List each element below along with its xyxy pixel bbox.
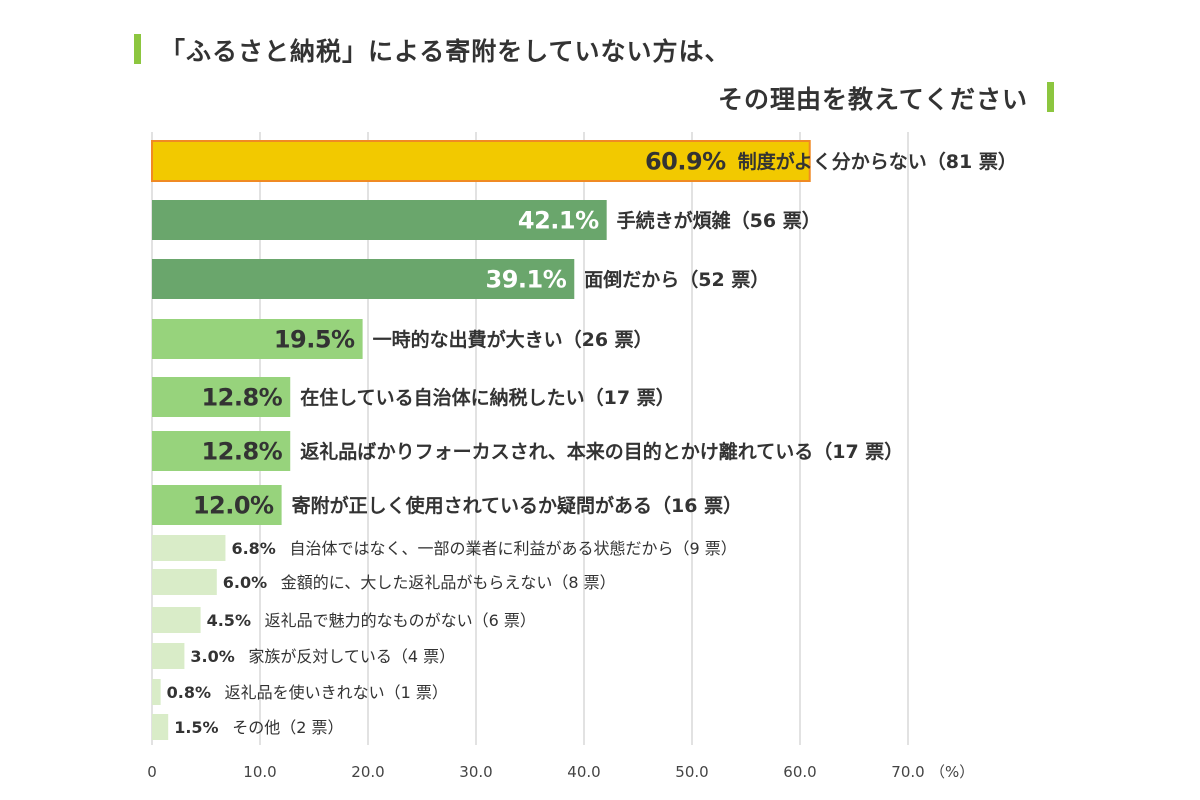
bar-value-label: 4.5% xyxy=(207,611,251,630)
bar-category-label: 返礼品ばかりフォーカスされ、本来の目的とかけ離れている（17 票） xyxy=(300,440,903,463)
bar xyxy=(152,607,201,633)
x-axis-unit: （%） xyxy=(930,763,974,781)
bar-value-label: 1.5% xyxy=(174,718,218,737)
bar-value-label: 12.0% xyxy=(193,492,274,520)
bar-value-label: 6.8% xyxy=(231,539,275,558)
bar-category-label: 一時的な出費が大きい（26 票） xyxy=(373,328,653,351)
bar xyxy=(152,679,161,705)
bar-value-label: 6.0% xyxy=(223,573,267,592)
bar xyxy=(152,200,607,240)
x-tick-label: 0 xyxy=(147,763,157,781)
chart-title-line-2: その理由を教えてください xyxy=(717,85,1028,114)
bar-category-label: 面倒だから（52 票） xyxy=(584,268,769,291)
bar-value-label: 12.8% xyxy=(201,384,282,412)
x-tick-label: 60.0 xyxy=(783,763,816,781)
bar-category-label: その他（2 票） xyxy=(232,718,343,737)
bar xyxy=(152,714,169,740)
bar-layer: 60.9% 制度がよく分からない（81 票） 42.1% 手続きが煩雑（56 票） 39… xyxy=(151,140,1017,740)
bar-value-label: 39.1% xyxy=(486,266,567,294)
bar xyxy=(152,535,226,561)
x-tick-label: 50.0 xyxy=(675,763,708,781)
bar-value-label: 60.9% xyxy=(645,148,726,176)
bar-category-label: 手続きが煩雑（56 票） xyxy=(617,209,821,232)
bar-category-label: 家族が反対している（4 票） xyxy=(248,647,455,666)
bar xyxy=(152,485,282,525)
x-tick-label: 70.0 xyxy=(891,763,924,781)
x-tick-label: 20.0 xyxy=(351,763,384,781)
title-accent-bar-left xyxy=(134,34,141,64)
bar-value-label: 19.5% xyxy=(274,326,355,354)
bar xyxy=(152,569,217,595)
bar-category-label: 制度がよく分からない（81 票） xyxy=(738,150,1017,173)
bar-category-label: 返礼品を使いきれない（1 票） xyxy=(225,683,448,702)
bar-value-label: 42.1% xyxy=(518,207,599,235)
chart-title-line-1: 「ふるさと納税」による寄附をしていない方は、 xyxy=(160,37,731,66)
bar xyxy=(152,259,575,299)
bar-category-label: 金額的に、大した返礼品がもらえない（8 票） xyxy=(281,573,616,592)
bar-category-label: 自治体ではなく、一部の業者に利益がある状態だから（9 票） xyxy=(289,539,736,558)
bar xyxy=(152,643,185,669)
title-accent-bar-right xyxy=(1047,82,1054,112)
bar-category-label: 寄附が正しく使用されているか疑問がある（16 票） xyxy=(292,494,742,517)
bar-category-label: 在住している自治体に納税したい（17 票） xyxy=(300,386,675,409)
bar-value-label: 12.8% xyxy=(201,438,282,466)
x-tick-label: 10.0 xyxy=(243,763,276,781)
bar-value-label: 0.8% xyxy=(167,683,211,702)
bar xyxy=(152,431,291,471)
bar xyxy=(151,140,811,182)
bar xyxy=(152,377,291,417)
bar-value-label: 3.0% xyxy=(190,647,234,666)
x-tick-label: 30.0 xyxy=(459,763,492,781)
x-axis-ticks: 0 10.0 20.0 30.0 40.0 50.0 60.0 70.0 （%） xyxy=(147,763,974,781)
bar xyxy=(152,319,363,359)
x-tick-label: 40.0 xyxy=(567,763,600,781)
bar-category-label: 返礼品で魅力的なものがない（6 票） xyxy=(265,611,536,630)
